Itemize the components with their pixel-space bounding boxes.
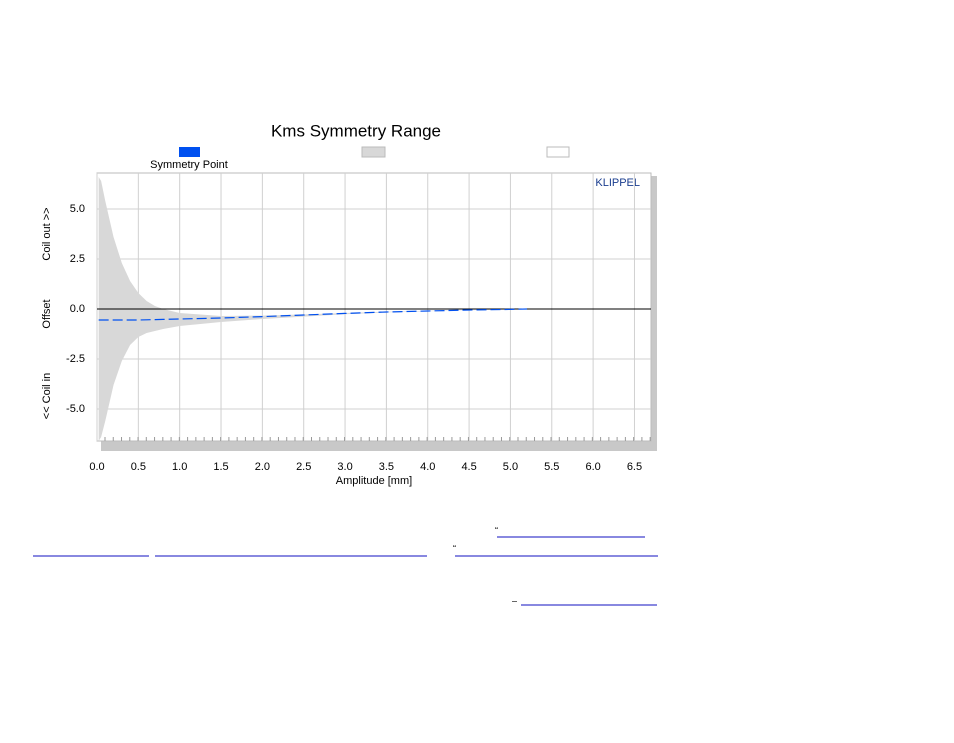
footer-mark: “ bbox=[495, 525, 498, 535]
x-tick-label: 4.5 bbox=[461, 461, 476, 473]
x-tick-label: 6.0 bbox=[585, 461, 600, 473]
x-tick-label: 5.5 bbox=[544, 461, 559, 473]
x-tick-label: 3.0 bbox=[337, 461, 352, 473]
x-tick-label: 2.0 bbox=[255, 461, 270, 473]
y-axis-label: << Coil in bbox=[41, 373, 53, 419]
x-tick-label: 3.5 bbox=[379, 461, 394, 473]
footer-mark: – bbox=[512, 595, 517, 605]
y-tick-label: -5.0 bbox=[66, 403, 85, 415]
y-tick-label: 2.5 bbox=[70, 253, 85, 265]
x-tick-label: 1.0 bbox=[172, 461, 187, 473]
x-tick-label: 5.0 bbox=[503, 461, 518, 473]
x-tick-label: 0.5 bbox=[131, 461, 146, 473]
x-tick-label: 6.5 bbox=[627, 461, 642, 473]
legend-label: Symmetry Point bbox=[150, 159, 228, 171]
footer-mark: “ bbox=[453, 543, 456, 553]
x-axis-label: Amplitude [mm] bbox=[336, 475, 412, 487]
y-tick-label: 5.0 bbox=[70, 203, 85, 215]
annotation: KLIPPEL bbox=[595, 177, 640, 189]
x-tick-label: 4.0 bbox=[420, 461, 435, 473]
x-tick-label: 1.5 bbox=[213, 461, 228, 473]
y-tick-label: -2.5 bbox=[66, 353, 85, 365]
legend-swatch bbox=[179, 147, 200, 157]
x-tick-label: 2.5 bbox=[296, 461, 311, 473]
legend-swatch bbox=[361, 146, 386, 158]
chart-title: Kms Symmetry Range bbox=[271, 121, 441, 140]
y-axis-label: Offset bbox=[41, 299, 53, 328]
plot-area bbox=[96, 172, 652, 442]
x-tick-label: 0.0 bbox=[89, 461, 104, 473]
y-tick-label: 0.0 bbox=[70, 303, 85, 315]
footer-links bbox=[33, 536, 658, 606]
legend-swatch bbox=[546, 146, 570, 158]
symmetry-line bbox=[98, 308, 527, 321]
y-axis-label: Coil out >> bbox=[41, 207, 53, 260]
